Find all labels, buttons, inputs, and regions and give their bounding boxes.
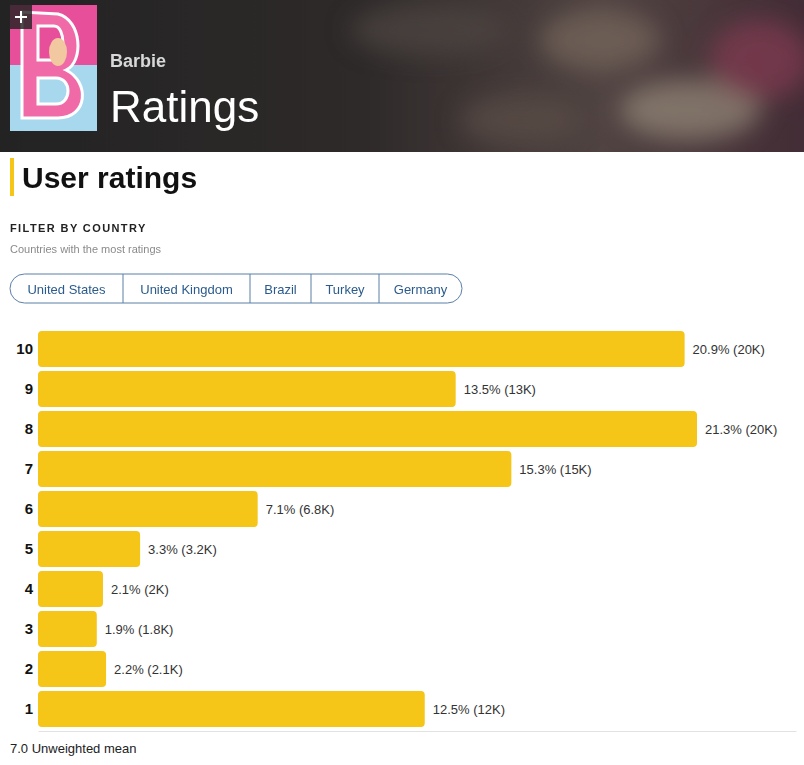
y-tick-label: 6 xyxy=(25,500,33,517)
y-tick-label: 9 xyxy=(25,380,33,397)
button-divider xyxy=(311,274,312,303)
y-tick-label: 1 xyxy=(25,700,33,717)
y-tick: 7 xyxy=(25,460,33,477)
page-title: Ratings xyxy=(110,82,259,131)
bar xyxy=(38,371,456,407)
country-label[interactable]: Germany xyxy=(394,282,448,297)
data-label: 21.3% (20K) xyxy=(705,422,777,437)
add-icon xyxy=(15,11,27,23)
bar xyxy=(38,691,425,727)
button-divider xyxy=(123,274,124,303)
poster-sky xyxy=(10,5,97,131)
y-tick: 5 xyxy=(25,540,33,557)
button-divider xyxy=(379,274,380,303)
data-label: 2.1% (2K) xyxy=(111,582,169,597)
country-button[interactable]: Turkey xyxy=(311,274,365,303)
add-button[interactable] xyxy=(10,5,32,29)
y-tick-label: 7 xyxy=(25,460,33,477)
movie-title[interactable]: Barbie xyxy=(110,51,166,71)
bar xyxy=(38,491,258,527)
mean-note: 7.0 Unweighted mean xyxy=(10,741,136,756)
data-label: 1.9% (1.8K) xyxy=(105,622,174,637)
add-button-bg xyxy=(10,5,32,29)
y-tick-label: 5 xyxy=(25,540,33,557)
country-button[interactable]: United States xyxy=(27,282,106,297)
header-background xyxy=(0,0,804,152)
data-label: 12.5% (12K) xyxy=(433,702,505,717)
chart-title: User ratings xyxy=(22,161,197,194)
filter-note: Countries with the most ratings xyxy=(10,243,162,255)
y-axis: 10 9 8 7 6 5 4 3 2 1 xyxy=(16,330,33,730)
data-label: 13.5% (13K) xyxy=(464,382,536,397)
y-tick: 6 xyxy=(25,500,33,517)
bars xyxy=(38,331,697,727)
y-tick-label: 4 xyxy=(25,580,34,597)
y-tick: 3 xyxy=(25,620,33,637)
bar xyxy=(38,411,697,447)
y-tick: 9 xyxy=(25,380,33,397)
country-button[interactable]: United Kingdom xyxy=(123,274,233,303)
bar xyxy=(38,571,103,607)
country-button[interactable]: Germany xyxy=(379,274,448,303)
filter-heading: FILTER BY COUNTRY xyxy=(10,222,147,234)
y-tick: 8 xyxy=(25,420,33,437)
poster[interactable] xyxy=(10,5,97,131)
x-axis xyxy=(39,731,797,732)
bar xyxy=(38,331,685,367)
bar xyxy=(38,451,511,487)
y-tick: 2 xyxy=(25,660,33,677)
header: Barbie Ratings xyxy=(0,0,804,152)
y-tick-label: 10 xyxy=(16,340,33,357)
y-axis-line xyxy=(33,330,34,730)
data-label: 2.2% (2.1K) xyxy=(114,662,183,677)
data-label: 20.9% (20K) xyxy=(693,342,765,357)
y-tick-label: 3 xyxy=(25,620,33,637)
poster-figure xyxy=(49,38,67,66)
bar xyxy=(38,611,97,647)
filter-outline xyxy=(10,274,462,303)
country-button[interactable]: Brazil xyxy=(250,274,297,303)
y-tick: 4 xyxy=(25,580,34,597)
bar xyxy=(38,531,140,567)
country-label[interactable]: United Kingdom xyxy=(140,282,233,297)
data-label: 3.3% (3.2K) xyxy=(148,542,217,557)
data-label: 15.3% (15K) xyxy=(519,462,591,477)
button-divider xyxy=(250,274,251,303)
y-tick-label: 8 xyxy=(25,420,33,437)
data-labels: 20.9% (20K) 13.5% (13K) 21.3% (20K) 15.3% (… xyxy=(105,342,777,717)
y-tick: 1 xyxy=(25,700,33,717)
y-tick-label: 2 xyxy=(25,660,33,677)
x-axis-line xyxy=(39,731,797,732)
bar xyxy=(38,651,106,687)
header-shade xyxy=(0,0,804,152)
section-accent xyxy=(10,158,14,196)
country-label[interactable]: United States xyxy=(27,282,106,297)
country-filter: United States United Kingdom Brazil Turkey G… xyxy=(10,274,462,303)
page: Barbie Ratings User ratings FILTER BY COUNT… xyxy=(0,0,804,765)
data-label: 7.1% (6.8K) xyxy=(266,502,335,517)
y-tick: 10 xyxy=(16,340,33,357)
country-label[interactable]: Brazil xyxy=(264,282,297,297)
country-label[interactable]: Turkey xyxy=(325,282,365,297)
chart: 20.9% (20K) 13.5% (13K) 21.3% (20K) 15.3% (… xyxy=(16,330,796,732)
